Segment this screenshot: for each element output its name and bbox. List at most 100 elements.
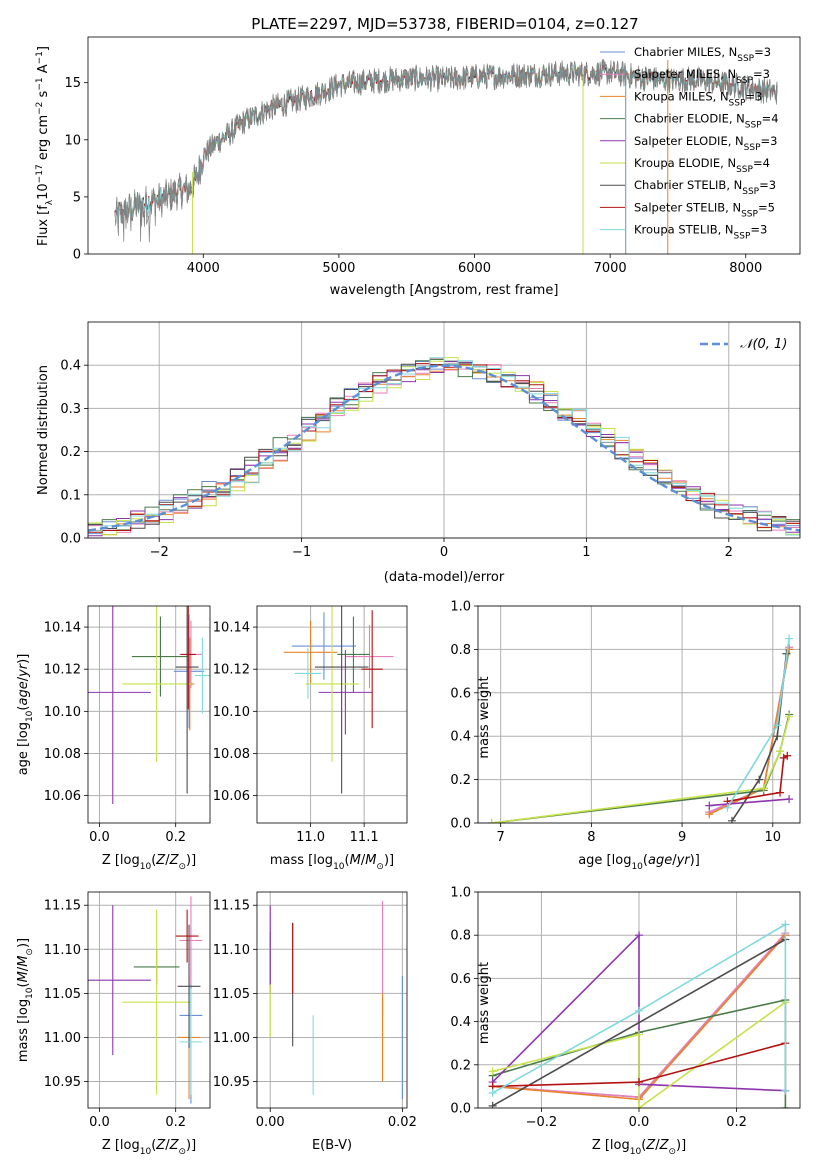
residuals-xtick-label: 2 (725, 545, 733, 560)
mass-weight-point (755, 775, 764, 784)
residuals-xtick-label: −2 (150, 545, 169, 560)
age-vs-Z-ylabel-part: 10 (25, 710, 35, 722)
residuals-panel: −2 −1 0 1 2 0.0 0.1 0.2 0.3 0.4 𝒩(0, 1) (data-model… (36, 321, 801, 585)
age-vs-mass-xlabel-part: ( (345, 853, 350, 868)
spectrum-xtick-label: 7000 (594, 261, 627, 276)
age-vs-Z-xlabel-part: ( (151, 853, 156, 868)
mass-vs-Z-xtick-label: 0.0 (89, 1115, 110, 1130)
residuals-ytick-label: 0.4 (60, 359, 81, 374)
mass-vs-Z-xlabel-part: Z (169, 1138, 180, 1153)
spectrum-ylabel-part: −1 (35, 51, 45, 64)
age-vs-mass-xlabel-part: 10 (333, 862, 345, 872)
spectrum-ytick-label: 10 (64, 133, 81, 148)
age-vs-mass-ytick-label: 10.10 (213, 705, 250, 720)
mass-vs-Z-ylabel-part: ( (16, 982, 31, 987)
spectrum-ytick-label: 5 (73, 190, 81, 205)
mass-vs-Z-ylabel-part: ⊙ (25, 948, 35, 956)
age-vs-Z-xlabel-part: )] (186, 853, 196, 868)
age-vs-Z-ytick-label: 10.10 (44, 705, 81, 720)
mass-weight-point (635, 1006, 643, 1015)
mass-weight-vs-Z-xlabel: Z [log10(Z/Z⊙)] (592, 1138, 686, 1157)
legend-entry-label-part: Kroupa STELIB, N (634, 223, 734, 237)
legend-entry-label-part: Salpeter MILES, N (634, 67, 736, 81)
spectrum-ylabel-part: −1 (35, 77, 45, 90)
mass-weight-series (709, 798, 790, 807)
mass-vs-Z-ytick-label: 10.95 (44, 1075, 81, 1090)
legend-entry-label-part: SSP (737, 54, 754, 64)
spectrum-ylabel-part: −17 (35, 164, 45, 183)
legend-entry-label-part: Chabrier ELODIE, N (634, 112, 745, 126)
mass-weight-vs-age-ytick-label: 1.0 (450, 600, 471, 615)
mass-weight-vs-Z-xlabel-part: ⊙ (668, 1147, 676, 1157)
residuals-ytick-label: 0.3 (60, 402, 81, 417)
age-vs-mass-ytick-label: 10.08 (213, 747, 250, 762)
mass-vs-Z-xlabel-part: )] (186, 1138, 196, 1153)
spectrum-xtick-label: 5000 (322, 261, 355, 276)
mass-vs-Z-ylabel-part: M (16, 956, 31, 967)
spectrum-ylabel-part: erg cm (36, 115, 51, 164)
mass-weight-point (487, 819, 496, 823)
mass-vs-ebv-xtick-label: 0.02 (388, 1115, 417, 1130)
mass-vs-ebv-xlabel: E(B-V) (312, 1138, 352, 1153)
mass-weight-point (779, 753, 788, 762)
mass-weight-vs-Z-ytick-label: 0.8 (450, 929, 471, 944)
legend-entry-label: Salpeter MILES, NSSP=3 (634, 67, 770, 86)
mass-weight-vs-Z-xlabel-part: Z (645, 1138, 656, 1153)
age-vs-Z-grid (88, 606, 210, 823)
residuals-ylabel: Normed distribution (36, 365, 51, 495)
spectrum-xtick-label: 4000 (187, 261, 220, 276)
residuals-xlabel: (data-model)/error (384, 570, 505, 585)
mass-weight-vs-age-xtick-label: 7 (497, 830, 505, 845)
mass-weight-point (635, 1104, 643, 1108)
mass-weight-vs-Z-xlabel-part: 10 (630, 1147, 642, 1157)
mass-weight-vs-age-ytick-label: 0.2 (450, 773, 471, 788)
residuals-plot-area (88, 357, 800, 537)
age-vs-Z-ylabel-part: )] (16, 654, 31, 664)
age-vs-Z-xlabel-part: / (165, 853, 170, 868)
mass-vs-ebv-ytick-label: 11.15 (213, 899, 250, 914)
age-vs-Z-ylabel: age [log10(age/yr)] (16, 654, 35, 776)
mass-weight-series (492, 938, 786, 1107)
mass-weight-vs-Z-xtick-label: 0.0 (629, 1115, 650, 1130)
mass-weight-series (727, 755, 788, 803)
mass-weight-series (708, 647, 790, 813)
residuals-ytick-label: 0.1 (60, 488, 81, 503)
residuals-xtick-label: 0 (440, 545, 448, 560)
residuals-ytick-label: 0.0 (60, 532, 81, 547)
normal-curve (88, 364, 800, 532)
legend-entry-label-part: Chabrier STELIB, N (634, 178, 742, 192)
mass-vs-Z-ytick-label: 11.15 (44, 899, 81, 914)
mass-vs-ebv-ytick-label: 10.95 (213, 1075, 250, 1090)
spectrum-panel: 4000 5000 6000 7000 8000 0 5 10 15 wavelength [An… (35, 36, 801, 298)
mass-weight-point (635, 1030, 643, 1039)
mass-vs-Z-ylabel-part: / (16, 966, 31, 971)
legend-entry-label-part: SSP (745, 121, 762, 131)
legend-entry-label: Chabrier STELIB, NSSP=3 (634, 178, 776, 197)
mass-weight-vs-age-ytick-label: 0.0 (450, 817, 471, 832)
mass-weight-point (785, 645, 794, 654)
mass-weight-vs-Z-ytick-label: 1.0 (450, 886, 471, 901)
mass-weight-vs-Z-panel: −0.2 0.0 0.20.00.20.40.60.81.0Z [log10(Z/Z… (450, 886, 801, 1157)
mass-vs-ebv-grid (257, 892, 407, 1108)
legend-entry-label-part: Salpeter ELODIE, N (634, 134, 744, 148)
mass-vs-Z-ytick-label: 11.00 (44, 1031, 81, 1046)
mass-weight-point (781, 1104, 790, 1108)
legend-entry-label: Chabrier ELODIE, NSSP=4 (634, 112, 779, 131)
age-vs-Z-ylabel-part: age [log (16, 722, 31, 775)
mass-weight-point (705, 801, 714, 810)
legend-entry-label-part: SSP (736, 76, 753, 86)
figure-title: PLATE=2297, MJD=53738, FIBERID=0104, z=0… (251, 15, 638, 33)
mass-weight-point (785, 634, 794, 643)
mass-weight-vs-age-xlabel: age [log10(age/yr)] (578, 853, 700, 872)
age-vs-mass-xlabel-part: )] (384, 853, 394, 868)
mass-weight-vs-Z-xlabel-part: )] (676, 1138, 686, 1153)
spectrum-data-line (114, 59, 778, 243)
mass-vs-Z-ylabel-part: mass [log (16, 999, 31, 1062)
mass-vs-Z-xlabel-part: / (165, 1138, 170, 1153)
age-vs-Z-xlabel: Z [log10(Z/Z⊙)] (102, 853, 196, 872)
mass-weight-vs-Z-ytick-label: 0.2 (450, 1058, 471, 1073)
